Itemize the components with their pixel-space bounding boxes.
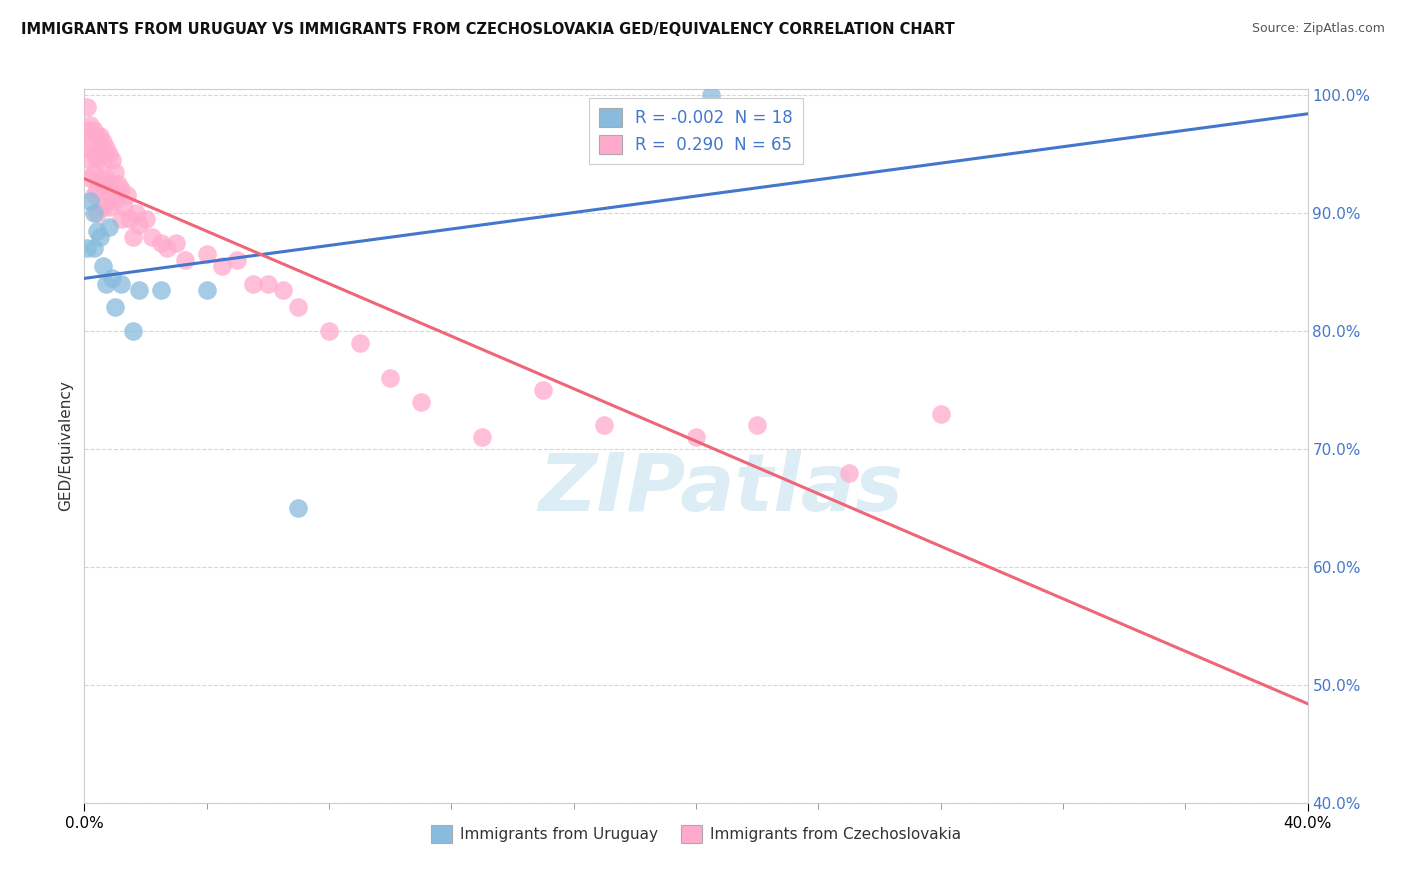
Point: [101, 271, 124, 285]
Y-axis label: GED/Equivalency: GED/Equivalency: [58, 381, 73, 511]
Point: [79, 118, 101, 132]
Point: [79, 170, 101, 185]
Point: [79, 136, 101, 150]
Point: [83, 123, 105, 137]
Point: [122, 324, 145, 338]
Point: [156, 242, 179, 256]
Point: [110, 182, 132, 196]
Point: [76, 100, 98, 114]
Point: [97, 177, 120, 191]
Point: [165, 235, 187, 250]
Point: [89, 147, 111, 161]
Point: [409, 394, 432, 409]
Point: [700, 88, 723, 103]
Point: [271, 283, 294, 297]
Point: [135, 211, 157, 226]
Point: [97, 220, 120, 235]
Text: Source: ZipAtlas.com: Source: ZipAtlas.com: [1251, 22, 1385, 36]
Point: [104, 301, 127, 315]
Point: [94, 194, 117, 209]
Point: [79, 194, 101, 209]
Point: [380, 371, 402, 385]
Point: [112, 200, 135, 214]
Point: [91, 200, 114, 214]
Point: [83, 242, 105, 256]
Point: [76, 242, 98, 256]
Point: [195, 247, 218, 261]
Point: [94, 277, 117, 291]
Point: [128, 283, 150, 297]
Point: [685, 430, 707, 444]
Point: [83, 165, 105, 179]
Point: [128, 218, 150, 232]
Point: [211, 259, 233, 273]
Point: [838, 466, 860, 480]
Point: [94, 170, 117, 185]
Point: [257, 277, 280, 291]
Point: [141, 229, 163, 244]
Point: [107, 177, 129, 191]
Point: [593, 418, 616, 433]
Point: [91, 177, 114, 191]
Point: [86, 129, 108, 144]
Point: [929, 407, 952, 421]
Point: [83, 188, 105, 202]
Point: [86, 182, 108, 196]
Point: [86, 153, 108, 167]
Point: [174, 253, 197, 268]
Point: [125, 206, 148, 220]
Text: IMMIGRANTS FROM URUGUAY VS IMMIGRANTS FROM CZECHOSLOVAKIA GED/EQUIVALENCY CORREL: IMMIGRANTS FROM URUGUAY VS IMMIGRANTS FR…: [21, 22, 955, 37]
Point: [149, 283, 172, 297]
Point: [287, 500, 309, 515]
Point: [471, 430, 494, 444]
Point: [91, 136, 114, 150]
Point: [122, 229, 145, 244]
Point: [91, 259, 114, 273]
Point: [83, 147, 105, 161]
Point: [89, 170, 111, 185]
Point: [89, 229, 111, 244]
Point: [115, 188, 138, 202]
Text: ZIPatlas: ZIPatlas: [538, 450, 903, 528]
Point: [287, 301, 309, 315]
Point: [531, 383, 554, 397]
Point: [79, 153, 101, 167]
Point: [94, 141, 117, 155]
Point: [97, 147, 120, 161]
Point: [86, 224, 108, 238]
Point: [149, 235, 172, 250]
Point: [242, 277, 264, 291]
Point: [120, 211, 142, 226]
Point: [349, 335, 371, 350]
Point: [97, 200, 120, 214]
Point: [318, 324, 340, 338]
Point: [104, 194, 127, 209]
Point: [86, 206, 108, 220]
Point: [83, 206, 105, 220]
Point: [91, 153, 114, 167]
Point: [101, 153, 124, 167]
Point: [226, 253, 249, 268]
Point: [89, 129, 111, 144]
Point: [747, 418, 769, 433]
Point: [104, 165, 127, 179]
Point: [195, 283, 218, 297]
Point: [76, 141, 98, 155]
Point: [76, 123, 98, 137]
Point: [110, 277, 132, 291]
Point: [101, 188, 124, 202]
Point: [110, 211, 132, 226]
Legend: Immigrants from Uruguay, Immigrants from Czechoslovakia: Immigrants from Uruguay, Immigrants from…: [425, 819, 967, 848]
